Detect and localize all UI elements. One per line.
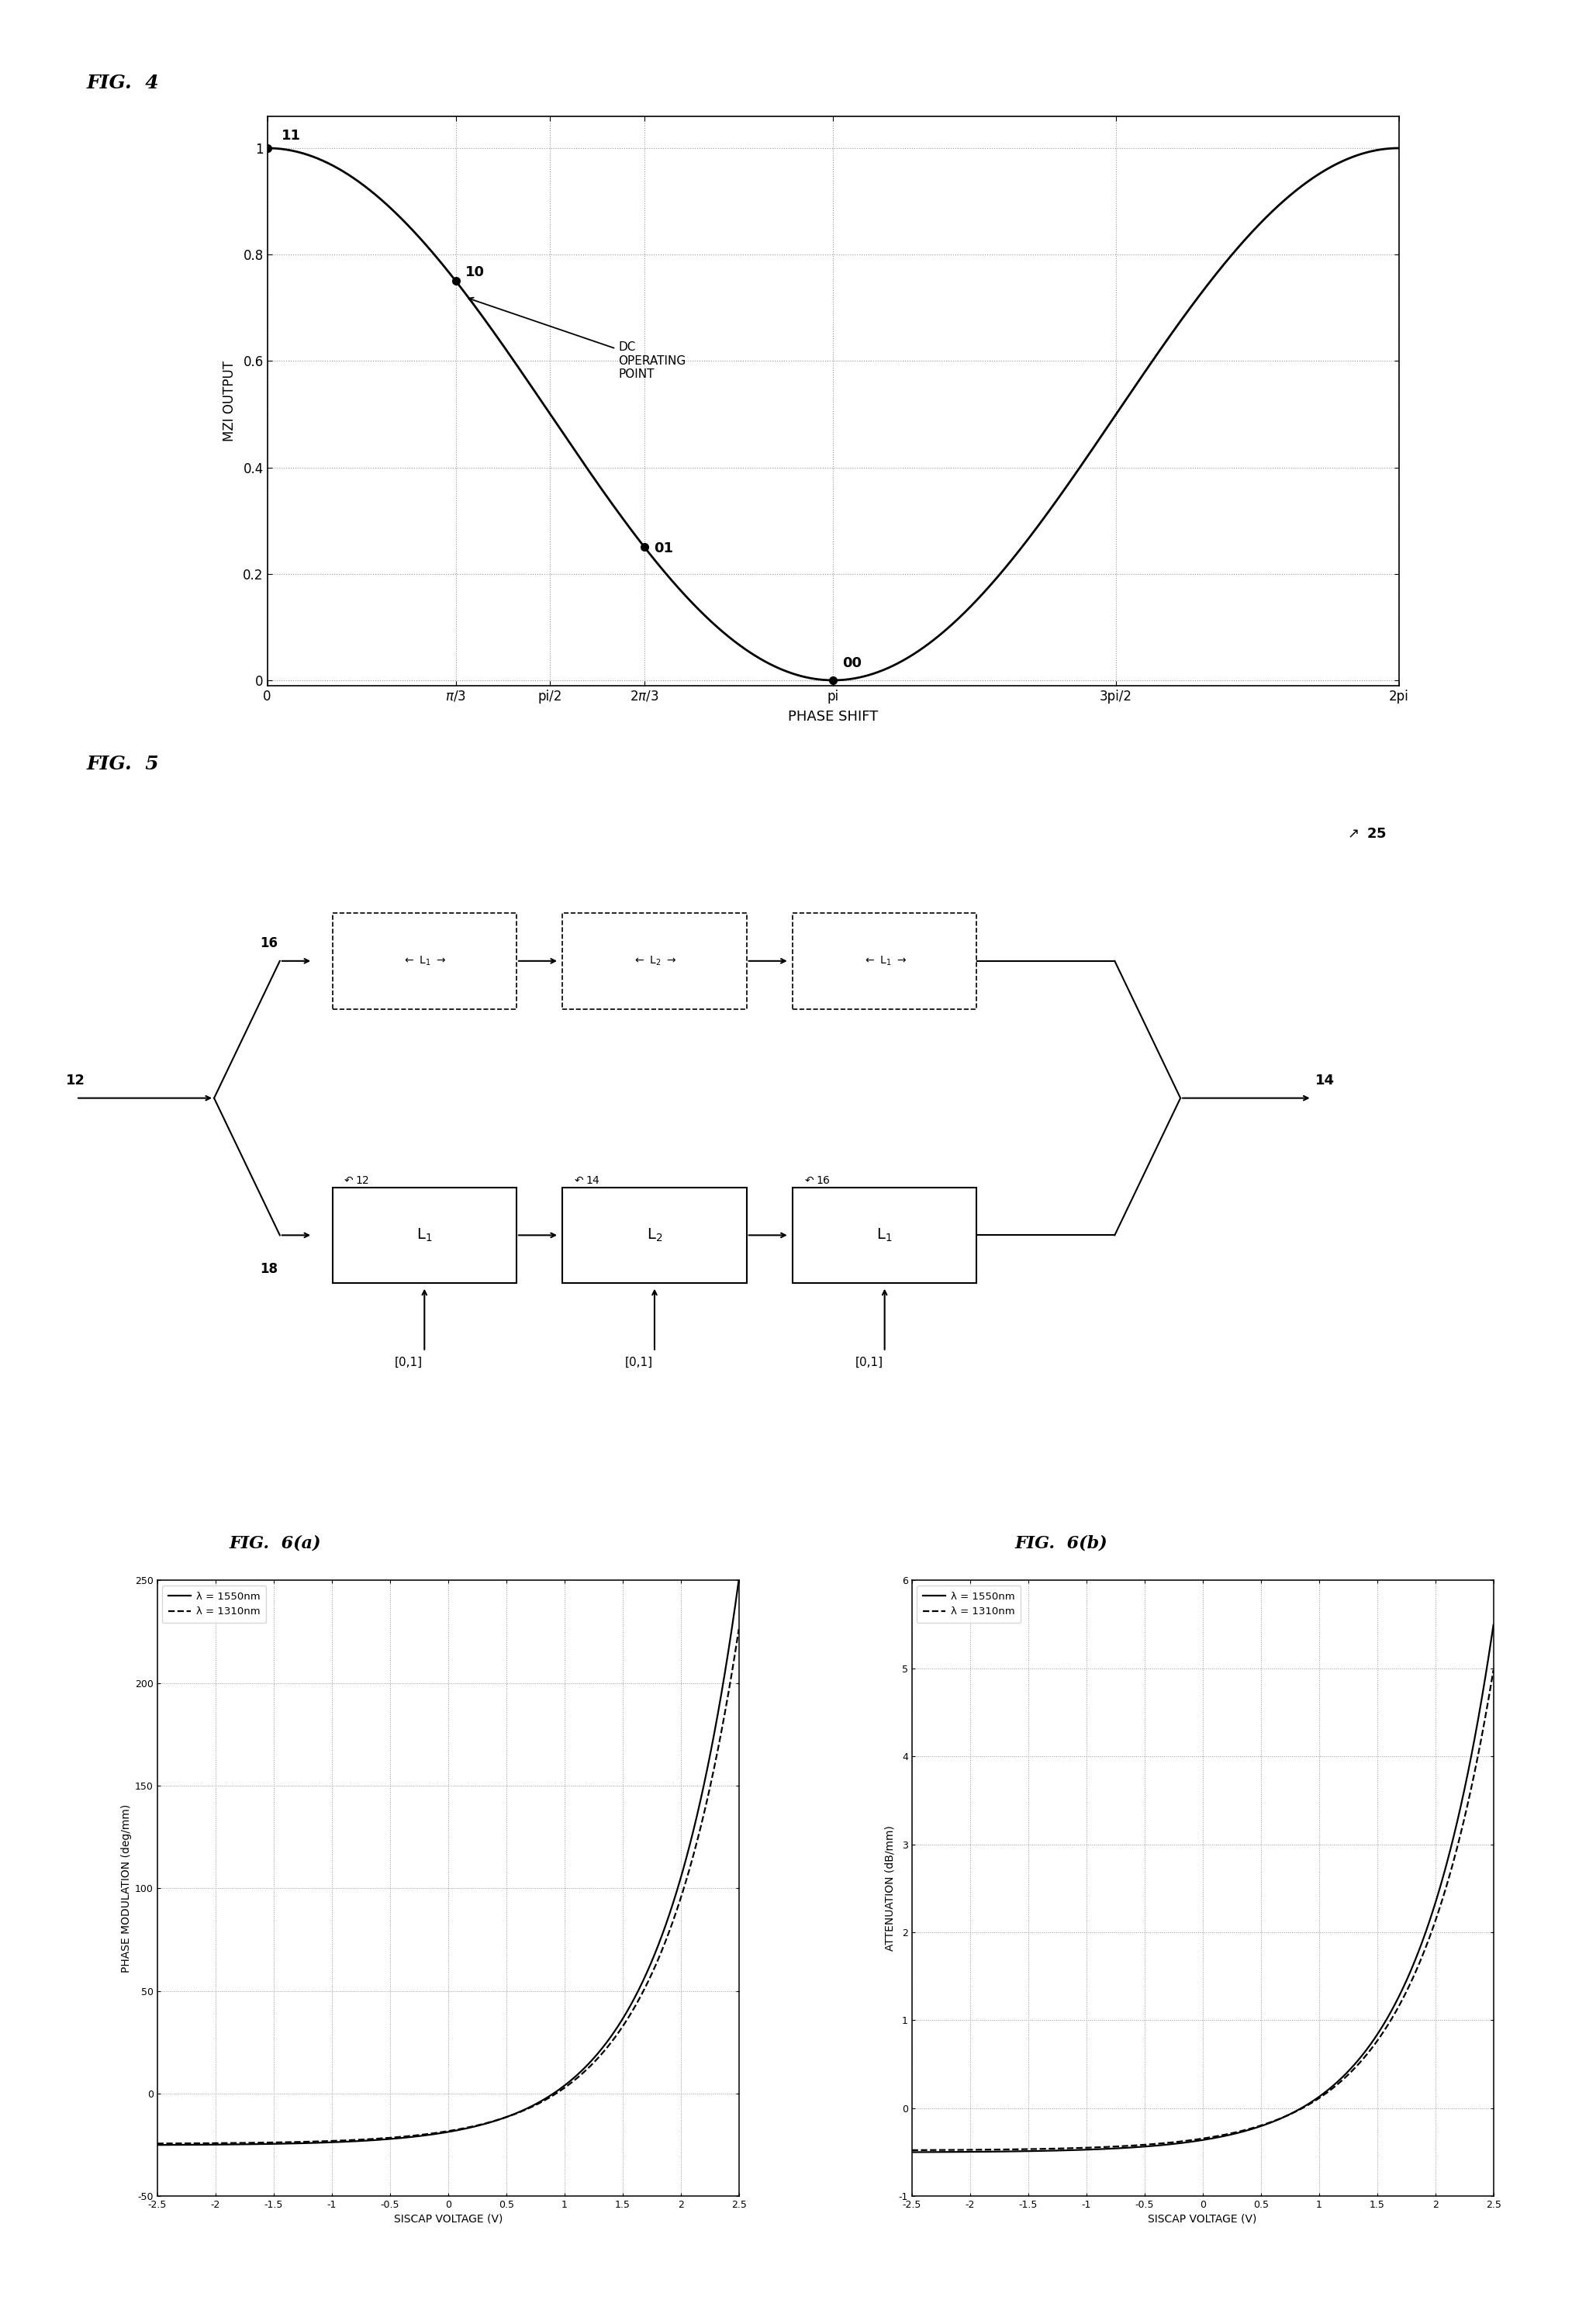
λ = 1550nm bbox=[1484, 1611, 1503, 1638]
λ = 1310nm bbox=[902, 2136, 921, 2164]
λ = 1550nm bbox=[729, 1566, 748, 1594]
Line: λ = 1310nm: λ = 1310nm bbox=[157, 1629, 739, 2143]
Y-axis label: MZI OUTPUT: MZI OUTPUT bbox=[223, 360, 236, 442]
λ = 1310nm bbox=[729, 1615, 748, 1643]
Text: $\nearrow$ 25: $\nearrow$ 25 bbox=[1344, 827, 1387, 841]
λ = 1550nm bbox=[547, 2078, 566, 2106]
Line: λ = 1310nm: λ = 1310nm bbox=[912, 1671, 1493, 2150]
Text: L$_1$: L$_1$ bbox=[877, 1227, 893, 1243]
Y-axis label: ATTENUATION (dB/mm): ATTENUATION (dB/mm) bbox=[885, 1824, 894, 1952]
λ = 1550nm bbox=[1159, 2131, 1177, 2159]
λ = 1310nm bbox=[384, 2124, 402, 2152]
λ = 1310nm bbox=[1366, 2029, 1385, 2057]
Text: FIG.  5: FIG. 5 bbox=[86, 755, 159, 774]
Text: 00: 00 bbox=[843, 655, 861, 669]
Bar bbox=[332, 1188, 517, 1283]
Bar bbox=[792, 913, 976, 1009]
Text: FIG.  6(a): FIG. 6(a) bbox=[230, 1534, 321, 1552]
λ = 1310nm bbox=[1159, 2129, 1177, 2157]
Text: $\curvearrowleft$16: $\curvearrowleft$16 bbox=[802, 1176, 830, 1185]
Text: 01: 01 bbox=[654, 541, 673, 555]
Line: λ = 1550nm: λ = 1550nm bbox=[912, 1624, 1493, 2152]
X-axis label: PHASE SHIFT: PHASE SHIFT bbox=[788, 709, 879, 723]
Text: 16: 16 bbox=[259, 937, 278, 951]
λ = 1550nm bbox=[404, 2122, 423, 2150]
λ = 1310nm bbox=[208, 2129, 226, 2157]
Text: [0,1]: [0,1] bbox=[626, 1357, 652, 1369]
Text: [0,1]: [0,1] bbox=[395, 1357, 423, 1369]
Text: $\leftarrow$ L$_1$ $\rightarrow$: $\leftarrow$ L$_1$ $\rightarrow$ bbox=[863, 955, 907, 967]
Bar bbox=[563, 913, 747, 1009]
Line: λ = 1550nm: λ = 1550nm bbox=[157, 1580, 739, 2145]
Text: 11: 11 bbox=[281, 128, 302, 142]
Text: L$_2$: L$_2$ bbox=[646, 1227, 662, 1243]
Text: [0,1]: [0,1] bbox=[855, 1357, 883, 1369]
Text: $\curvearrowleft$14: $\curvearrowleft$14 bbox=[572, 1176, 601, 1185]
λ = 1550nm bbox=[1302, 2089, 1320, 2117]
λ = 1310nm bbox=[962, 2136, 981, 2164]
λ = 1550nm bbox=[602, 2022, 621, 2050]
λ = 1310nm bbox=[547, 2080, 566, 2108]
λ = 1550nm bbox=[612, 2008, 630, 2036]
λ = 1310nm bbox=[148, 2129, 167, 2157]
Y-axis label: PHASE MODULATION (deg/mm): PHASE MODULATION (deg/mm) bbox=[121, 1803, 132, 1973]
λ = 1310nm bbox=[1484, 1657, 1503, 1685]
λ = 1550nm bbox=[148, 2131, 167, 2159]
Text: 14: 14 bbox=[1316, 1074, 1335, 1088]
Text: $\curvearrowleft$12: $\curvearrowleft$12 bbox=[343, 1176, 369, 1185]
Text: $\leftarrow$ L$_1$ $\rightarrow$: $\leftarrow$ L$_1$ $\rightarrow$ bbox=[402, 955, 446, 967]
Bar bbox=[792, 1188, 976, 1283]
λ = 1310nm bbox=[1357, 2043, 1376, 2071]
Bar bbox=[332, 913, 517, 1009]
λ = 1550nm bbox=[384, 2124, 402, 2152]
λ = 1550nm bbox=[962, 2138, 981, 2166]
λ = 1550nm bbox=[208, 2131, 226, 2159]
λ = 1310nm bbox=[602, 2029, 621, 2057]
Text: 12: 12 bbox=[66, 1074, 85, 1088]
λ = 1310nm bbox=[612, 2015, 630, 2043]
λ = 1310nm bbox=[1138, 2131, 1157, 2159]
Text: 10: 10 bbox=[465, 265, 484, 279]
λ = 1310nm bbox=[404, 2122, 423, 2150]
Text: DC
OPERATING
POINT: DC OPERATING POINT bbox=[468, 297, 685, 381]
λ = 1550nm bbox=[1138, 2133, 1157, 2161]
Legend: λ = 1550nm, λ = 1310nm: λ = 1550nm, λ = 1310nm bbox=[916, 1585, 1020, 1622]
Text: L$_1$: L$_1$ bbox=[417, 1227, 432, 1243]
Text: $\leftarrow$ L$_2$ $\rightarrow$: $\leftarrow$ L$_2$ $\rightarrow$ bbox=[634, 955, 676, 967]
Bar bbox=[563, 1188, 747, 1283]
Text: FIG.  4: FIG. 4 bbox=[86, 74, 159, 93]
λ = 1310nm bbox=[1302, 2089, 1320, 2117]
Text: 18: 18 bbox=[259, 1262, 278, 1276]
λ = 1550nm bbox=[902, 2138, 921, 2166]
λ = 1550nm bbox=[1357, 2038, 1376, 2066]
X-axis label: SISCAP VOLTAGE (V): SISCAP VOLTAGE (V) bbox=[1148, 2212, 1258, 2224]
X-axis label: SISCAP VOLTAGE (V): SISCAP VOLTAGE (V) bbox=[393, 2212, 503, 2224]
λ = 1550nm bbox=[1366, 2022, 1385, 2050]
Legend: λ = 1550nm, λ = 1310nm: λ = 1550nm, λ = 1310nm bbox=[162, 1585, 266, 1622]
Text: FIG.  6(b): FIG. 6(b) bbox=[1014, 1534, 1108, 1552]
